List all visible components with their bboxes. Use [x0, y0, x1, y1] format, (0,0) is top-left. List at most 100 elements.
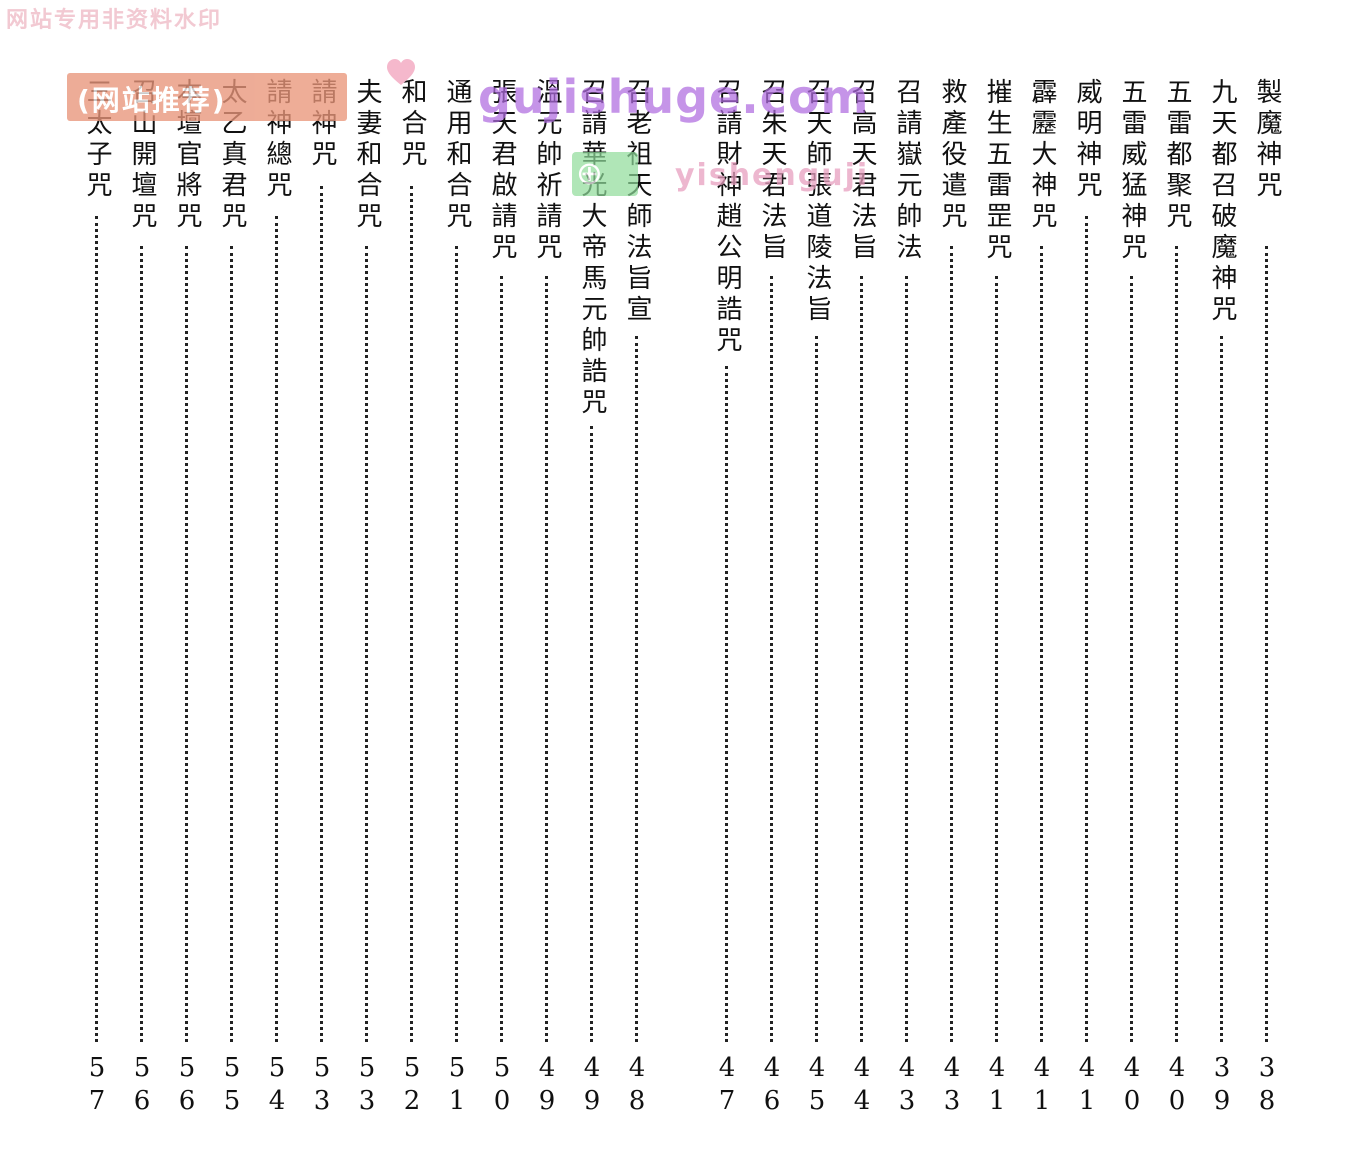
- entry-title: 召高天君法旨: [847, 78, 877, 264]
- toc-entry[interactable]: 通用和合咒 5 1: [442, 78, 472, 1118]
- entry-page-number: 4 9: [583, 1053, 601, 1116]
- dot-leader: [95, 216, 98, 1042]
- dot-leader: [365, 246, 368, 1042]
- entry-page-number: 5 5: [223, 1053, 241, 1116]
- entry-title: 張天君啟請咒: [487, 78, 517, 264]
- entry-title: 通用和合咒: [442, 78, 472, 233]
- watermark-pin-glyph: ⊕: [576, 154, 603, 192]
- toc-entry[interactable]: 請神總咒 5 4: [262, 78, 292, 1118]
- dot-leader: [590, 426, 593, 1042]
- toc-entry[interactable]: 五雷都聚咒 4 0: [1162, 78, 1192, 1118]
- toc-entry[interactable]: 和合咒 5 2: [397, 78, 427, 1118]
- entry-title: 召請華光大帝馬元帥誥咒: [577, 78, 607, 419]
- toc-entry[interactable]: 召朱天君法旨 4 6: [757, 78, 787, 1118]
- watermark-site: gujishuge.com: [478, 70, 870, 124]
- toc-entry[interactable]: 五雷威猛神咒 4 0: [1117, 78, 1147, 1118]
- toc-entry[interactable]: 請神咒 5 3: [307, 78, 337, 1118]
- entry-page-number: 5 2: [403, 1053, 421, 1116]
- entry-page-number: 4 3: [898, 1053, 916, 1116]
- entry-title: 五雷威猛神咒: [1117, 78, 1147, 264]
- toc-entry[interactable]: 製魔神咒 3 8: [1252, 78, 1282, 1118]
- toc-entry[interactable]: 太乙真君咒 5 5: [217, 78, 247, 1118]
- dot-leader: [230, 246, 233, 1042]
- toc-entry[interactable]: 召山開壇咒 5 6: [127, 78, 157, 1118]
- toc-entry[interactable]: 救產役遣咒 4 3: [937, 78, 967, 1118]
- entry-page-number: 4 7: [718, 1053, 736, 1116]
- entry-title: 霹靂大神咒: [1027, 78, 1057, 233]
- toc-entry[interactable]: 溫元帥祈請咒 4 9: [532, 78, 562, 1118]
- entry-page-number: 4 1: [1078, 1053, 1096, 1116]
- entry-page-number: 4 8: [628, 1053, 646, 1116]
- dot-leader: [995, 276, 998, 1042]
- toc-entry[interactable]: 召請嶽元帥法 4 3: [892, 78, 922, 1118]
- entry-page-number: 4 1: [988, 1053, 1006, 1116]
- toc-entry[interactable]: 九天都召破魔神咒 3 9: [1207, 78, 1237, 1118]
- entry-page-number: 4 0: [1123, 1053, 1141, 1116]
- dot-leader: [1175, 246, 1178, 1042]
- toc-entry[interactable]: 本壇官將咒 5 6: [172, 78, 202, 1118]
- dot-leader: [320, 186, 323, 1042]
- entry-page-number: 4 9: [538, 1053, 556, 1116]
- dot-leader: [1220, 336, 1223, 1042]
- entry-page-number: 4 4: [853, 1053, 871, 1116]
- toc-entry[interactable]: 召高天君法旨 4 4: [847, 78, 877, 1118]
- entry-page-number: 4 6: [763, 1053, 781, 1116]
- dot-leader: [410, 186, 413, 1042]
- entry-page-number: 5 4: [268, 1053, 286, 1116]
- dot-leader: [860, 276, 863, 1042]
- dot-leader: [545, 276, 548, 1042]
- watermark-subsite: yishenguji: [675, 158, 870, 193]
- entry-title: 召請嶽元帥法: [892, 78, 922, 264]
- dot-leader: [725, 366, 728, 1042]
- entry-page-number: 5 6: [178, 1053, 196, 1116]
- entry-page-number: 5 7: [88, 1053, 106, 1116]
- entry-title: 召請財神趙公明誥咒: [712, 78, 742, 357]
- entry-title: 救產役遣咒: [937, 78, 967, 233]
- entry-page-number: 5 6: [133, 1053, 151, 1116]
- entry-title: 九天都召破魔神咒: [1207, 78, 1237, 326]
- toc-entry[interactable]: 召老祖天師法旨宣 4 8: [622, 78, 652, 1118]
- watermark-badge-text: (网站推荐): [77, 84, 227, 117]
- toc-entry[interactable]: 夫妻和合咒 5 3: [352, 78, 382, 1118]
- dot-leader: [770, 276, 773, 1042]
- entry-title: 召天師張道陵法旨: [802, 78, 832, 326]
- entry-page-number: 5 3: [313, 1053, 331, 1116]
- dot-leader: [950, 246, 953, 1042]
- watermark-badge: (网站推荐): [67, 73, 347, 121]
- watermark-banner: 网站专用非资料水印: [6, 8, 223, 33]
- toc-entry[interactable]: 召請華光大帝馬元帥誥咒 4 9: [577, 78, 607, 1118]
- entry-title: 五雷都聚咒: [1162, 78, 1192, 233]
- dot-leader: [275, 216, 278, 1042]
- dot-leader: [1040, 246, 1043, 1042]
- heart-icon: [386, 58, 416, 88]
- entry-title: 溫元帥祈請咒: [532, 78, 562, 264]
- entry-page-number: 3 9: [1213, 1053, 1231, 1116]
- toc-entry[interactable]: 三太子咒 5 7: [82, 78, 112, 1118]
- entry-title: 製魔神咒: [1252, 78, 1282, 202]
- entry-page-number: 4 3: [943, 1053, 961, 1116]
- toc-entry[interactable]: 霹靂大神咒 4 1: [1027, 78, 1057, 1118]
- entry-page-number: 4 5: [808, 1053, 826, 1116]
- entry-title: 威明神咒: [1072, 78, 1102, 202]
- toc-entry[interactable]: 摧生五雷罡咒 4 1: [982, 78, 1012, 1118]
- toc-entry[interactable]: 召天師張道陵法旨 4 5: [802, 78, 832, 1118]
- dot-leader: [140, 246, 143, 1042]
- toc-entry[interactable]: 張天君啟請咒 5 0: [487, 78, 517, 1118]
- entry-page-number: 5 1: [448, 1053, 466, 1116]
- dot-leader: [185, 246, 188, 1042]
- toc-entry[interactable]: 召請財神趙公明誥咒 4 7: [712, 78, 742, 1118]
- dot-leader: [1130, 276, 1133, 1042]
- dot-leader: [815, 336, 818, 1042]
- entry-title: 和合咒: [397, 78, 427, 171]
- dot-leader: [905, 276, 908, 1042]
- dot-leader: [635, 336, 638, 1042]
- entry-page-number: 3 8: [1258, 1053, 1276, 1116]
- entry-title: 召老祖天師法旨宣: [622, 78, 652, 326]
- toc-entry[interactable]: 威明神咒 4 1: [1072, 78, 1102, 1118]
- entry-page-number: 4 0: [1168, 1053, 1186, 1116]
- entry-page-number: 4 1: [1033, 1053, 1051, 1116]
- dot-leader: [455, 246, 458, 1042]
- dot-leader: [1265, 246, 1268, 1042]
- watermark-pin-icon: ⊕: [572, 152, 638, 196]
